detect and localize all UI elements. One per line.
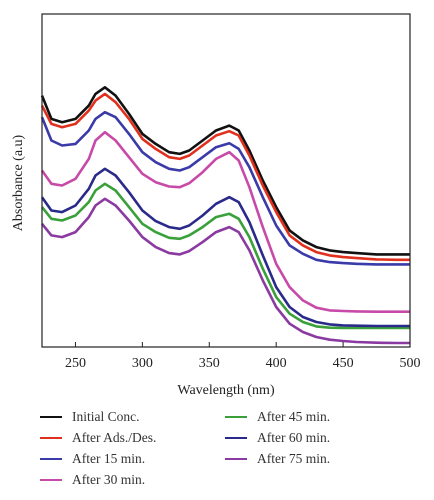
x-tick-label-300: 300 — [132, 356, 153, 371]
legend-swatch — [225, 436, 247, 440]
legend-swatch — [40, 436, 62, 440]
axis-layer: 250 300 350 400 450 500 — [41, 13, 421, 371]
x-tick-label-500: 500 — [400, 356, 421, 371]
legend-label: After 45 min. — [257, 409, 331, 424]
series-line-6 — [40, 167, 410, 328]
legend-label: After 60 min. — [257, 430, 331, 445]
absorbance-chart: 250 300 350 400 450 500 Wavelength (nm) Absor… — [11, 13, 421, 398]
legend-item-3: After 15 min. — [40, 450, 145, 468]
legend-label: Initial Conc. — [72, 409, 140, 424]
legend-label: After Ads./Des. — [72, 430, 157, 445]
series-line-3 — [40, 110, 410, 266]
legend-item-1: Initial Conc. — [40, 408, 140, 426]
legend-swatch — [225, 457, 247, 461]
legend-label: After 75 min. — [257, 451, 331, 466]
x-tick-label-250: 250 — [65, 356, 86, 371]
series-line-1 — [40, 86, 410, 256]
legend-item-7: After 75 min. — [225, 450, 330, 468]
legend-label: After 30 min. — [72, 472, 146, 487]
legend-swatch — [225, 415, 247, 419]
x-axis-title: Wavelength (nm) — [177, 383, 275, 398]
series-line-5 — [40, 182, 410, 330]
legend-item-5: After 45 min. — [225, 408, 330, 426]
x-tick-label-400: 400 — [266, 356, 287, 371]
plot-frame — [41, 13, 411, 348]
legend-label: After 15 min. — [72, 451, 146, 466]
legend-swatch — [40, 415, 62, 419]
series-line-2 — [40, 92, 410, 262]
x-tick-label-450: 450 — [333, 356, 354, 371]
series-layer — [40, 86, 410, 345]
series-line-7 — [40, 197, 410, 345]
legend-swatch — [40, 457, 62, 461]
legend-swatch — [40, 478, 62, 482]
legend: Initial Conc. After Ads./Des. After 15 min… — [40, 408, 420, 496]
y-axis-title: Absorbance (a.u) — [11, 134, 26, 231]
series-line-4 — [40, 130, 410, 313]
legend-item-2: After Ads./Des. — [40, 429, 156, 447]
legend-item-4: After 30 min. — [40, 471, 145, 489]
legend-item-6: After 60 min. — [225, 429, 330, 447]
x-tick-label-350: 350 — [199, 356, 220, 371]
